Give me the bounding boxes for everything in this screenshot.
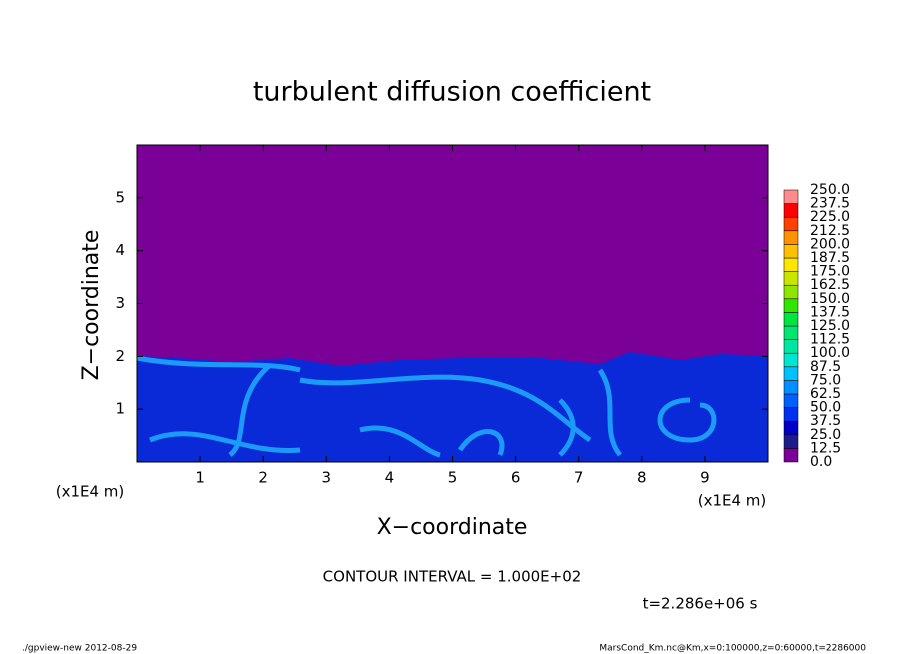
x-tick-label: 5 <box>448 469 458 487</box>
x-tick-label: 9 <box>700 469 710 487</box>
colorbar-segment <box>783 230 799 245</box>
x-tick-label: 2 <box>258 469 268 487</box>
colorbar-label: 250.0 <box>810 182 850 198</box>
colorbar-segment <box>783 216 799 232</box>
colorbar-segment <box>783 407 799 422</box>
colorbar-label: 187.5 <box>810 250 850 266</box>
colorbar-segment <box>783 366 799 381</box>
chart-title: turbulent diffusion coefficient <box>253 77 651 108</box>
x-tick-label: 1 <box>195 469 205 487</box>
y-tick-label: 4 <box>115 241 125 259</box>
y-axis-label: Z−coordinate <box>79 230 104 381</box>
y-tick-label: 5 <box>115 188 125 206</box>
colorbar-label: 75.0 <box>810 372 841 388</box>
x-tick-label: 4 <box>385 469 395 487</box>
colorbar-segment <box>783 312 799 327</box>
x-axis-label: X−coordinate <box>377 515 528 540</box>
field <box>136 145 768 462</box>
colorbar-label: 12.5 <box>810 440 841 456</box>
colorbar-label: 50.0 <box>810 400 841 416</box>
y-tick-label: 2 <box>115 347 125 365</box>
colorbar-segment <box>783 393 799 408</box>
colorbar-label: 212.5 <box>810 223 850 239</box>
y-tick-label: 3 <box>115 294 125 312</box>
colorbar-label: 237.5 <box>810 196 850 212</box>
colorbar-segment <box>783 325 799 340</box>
colorbar-label: 200.0 <box>810 236 850 252</box>
footer-left: ./gpview-new 2012-08-29 <box>22 644 137 654</box>
colorbar-segment <box>783 189 799 204</box>
x-tick-label: 6 <box>511 469 521 487</box>
x-tick-label: 7 <box>574 469 584 487</box>
colorbar-segment <box>783 244 799 259</box>
colorbar-label: 37.5 <box>810 413 841 429</box>
colorbar-segment <box>783 284 799 300</box>
colorbar-label: 125.0 <box>810 318 850 334</box>
x-tick-label: 3 <box>322 469 332 487</box>
colorbar-label: 112.5 <box>810 332 850 348</box>
colorbar-segment <box>783 339 799 354</box>
colorbar-segment <box>783 434 799 449</box>
colorbar-segment <box>783 271 799 286</box>
contour-note: CONTOUR INTERVAL = 1.000E+02 <box>323 568 582 586</box>
field-swirls <box>136 355 717 458</box>
colorbar-label: 162.5 <box>810 277 850 293</box>
footer-right: MarsCond_Km.nc@Km,x=0:100000,z=0:60000,t… <box>599 644 866 654</box>
colorbar-segment <box>783 352 799 368</box>
colorbar-label: 0.0 <box>810 454 832 470</box>
x-unit-right: (x1E4 m) <box>698 492 767 510</box>
colorbar-segment <box>783 380 799 395</box>
colorbar-label: 25.0 <box>810 427 841 443</box>
colorbar-segment <box>783 257 799 272</box>
colorbar-label: 62.5 <box>810 386 841 402</box>
time-label: t=2.286e+06 s <box>643 595 758 613</box>
colorbar-segment <box>783 203 799 218</box>
field-lower <box>137 352 768 462</box>
colorbar-label: 175.0 <box>810 264 850 280</box>
colorbar-segment <box>783 448 799 463</box>
colorbar-label: 100.0 <box>810 345 850 361</box>
x-unit-left: (x1E4 m) <box>56 483 125 501</box>
y-tick-label: 1 <box>115 400 125 418</box>
colorbar-label: 225.0 <box>810 209 850 225</box>
x-tick-label: 8 <box>637 469 647 487</box>
colorbar-label: 137.5 <box>810 304 850 320</box>
colorbar-segment <box>783 298 799 313</box>
colorbar-label: 87.5 <box>810 359 841 375</box>
colorbar-segment <box>783 420 799 436</box>
colorbar-label: 150.0 <box>810 291 850 307</box>
